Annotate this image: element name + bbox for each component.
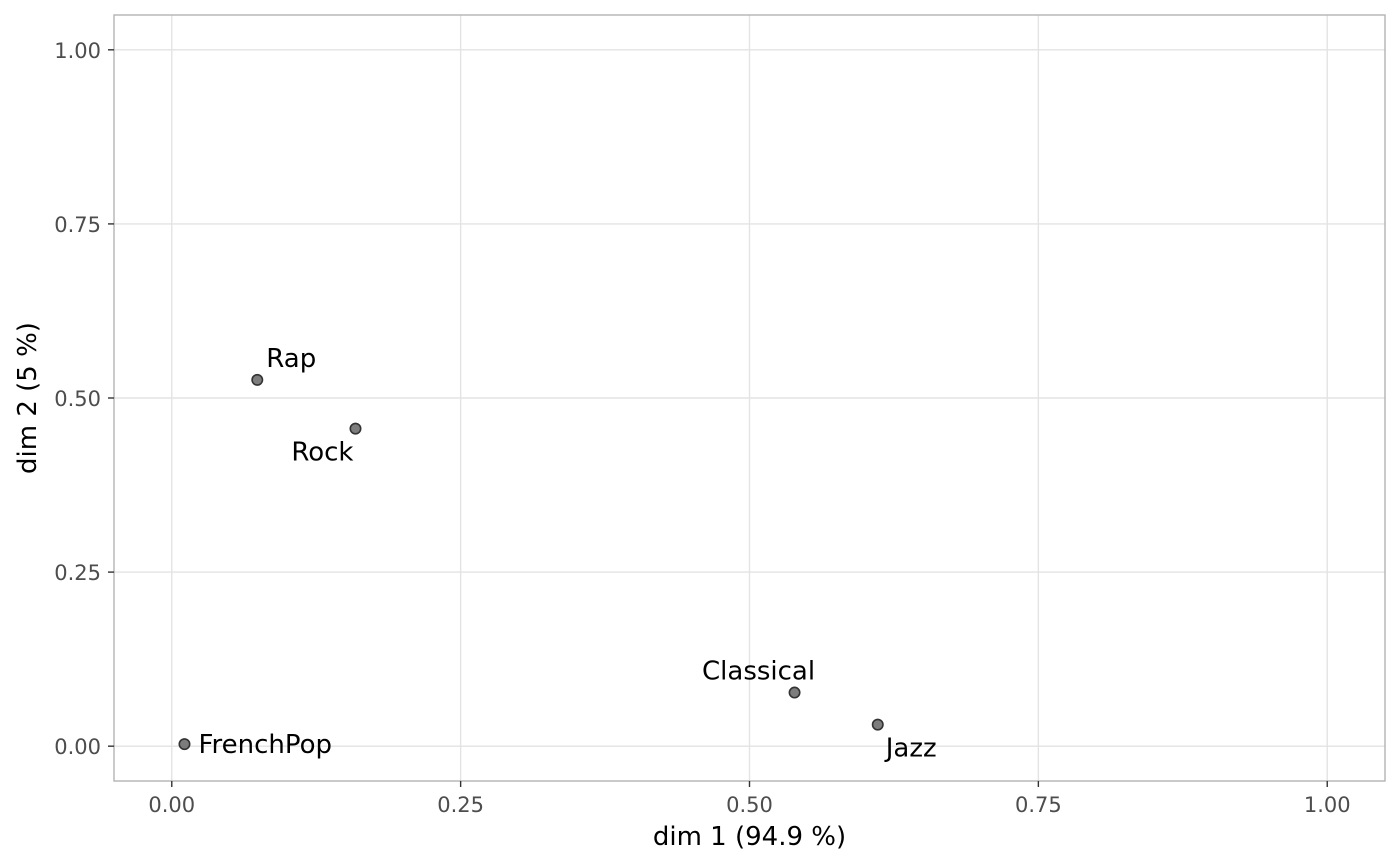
- tick-marks: [108, 49, 1328, 787]
- point-label-jazz: Jazz: [884, 734, 937, 764]
- grid-lines: [114, 15, 1385, 781]
- y-tick-label: 1.00: [54, 39, 101, 63]
- x-axis-title: dim 1 (94.9 %): [653, 822, 846, 852]
- point-label-classical: Classical: [702, 657, 815, 687]
- point-label-rap: Rap: [266, 344, 316, 374]
- x-axis-tick-labels: 0.00 0.25 0.50 0.75 1.00: [148, 793, 1350, 817]
- x-tick-label: 0.25: [437, 793, 484, 817]
- point-classical: [788, 686, 801, 699]
- point-rock: [349, 422, 362, 435]
- point-label-rock: Rock: [291, 438, 353, 468]
- x-tick-label: 0.50: [726, 793, 773, 817]
- y-axis-tick-labels: 0.00 0.25 0.50 0.75 1.00: [54, 39, 101, 759]
- y-tick-label: 0.00: [54, 735, 101, 759]
- data-points: [178, 373, 884, 751]
- point-rap: [251, 373, 264, 386]
- point-label-frenchpop: FrenchPop: [198, 730, 332, 760]
- x-tick-label: 0.00: [148, 793, 195, 817]
- y-tick-label: 0.75: [54, 213, 101, 237]
- y-tick-label: 0.25: [54, 561, 101, 585]
- point-labels: Rap Rock Classical Jazz FrenchPop: [198, 344, 936, 764]
- point-jazz: [871, 718, 884, 731]
- y-axis-title: dim 2 (5 %): [13, 322, 43, 474]
- x-tick-label: 0.75: [1015, 793, 1062, 817]
- y-tick-label: 0.50: [54, 387, 101, 411]
- x-tick-label: 1.00: [1304, 793, 1351, 817]
- point-frenchpop: [178, 738, 191, 751]
